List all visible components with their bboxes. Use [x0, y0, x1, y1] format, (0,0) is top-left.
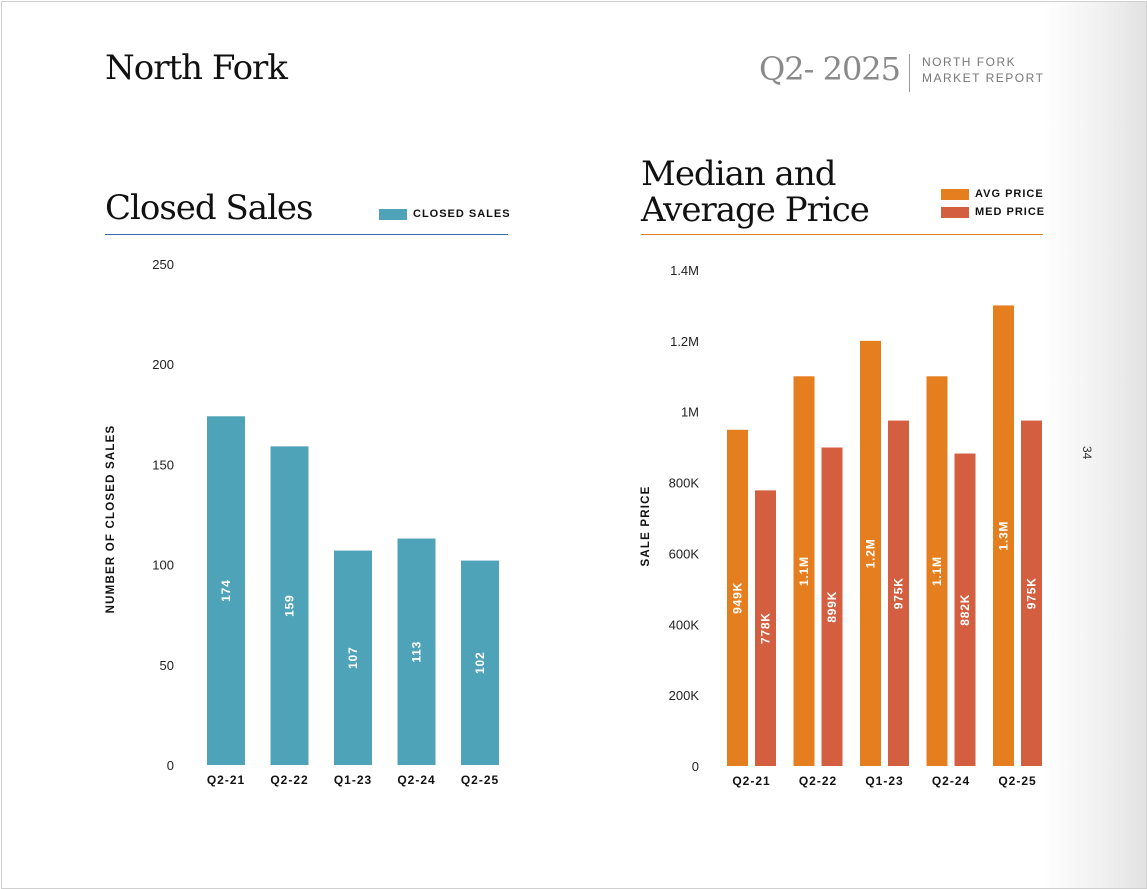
price-ytick-label: 1M — [681, 405, 699, 420]
legend-swatch-med-price — [941, 206, 969, 218]
closed-sales-y-axis-label: NUMBER OF CLOSED SALES — [105, 425, 117, 614]
closed-sales-bar-closed-sales — [397, 538, 436, 765]
page-title: North Fork — [105, 48, 288, 88]
closed-sales-x-tick-label: Q1-23 — [334, 773, 372, 787]
legend-label-med-price: MED PRICE — [975, 206, 1046, 218]
price-data-label: 1.3M — [997, 521, 1011, 551]
price-x-tick-label: Q2-22 — [799, 774, 837, 788]
price-bar-med-price — [821, 447, 843, 766]
legend-item-closed-sales: CLOSED SALES — [379, 205, 511, 223]
closed-sales-x-tick-label: Q2-22 — [270, 773, 308, 787]
header-divider — [909, 54, 910, 92]
price-data-label: 1.1M — [930, 556, 944, 586]
closed-sales-data-label: 107 — [346, 647, 360, 669]
price-rule — [641, 234, 1043, 235]
legend-swatch-avg-price — [941, 188, 969, 200]
closed-sales-bar-closed-sales — [207, 416, 245, 765]
price-data-label: 975K — [1025, 577, 1039, 609]
price-x-tick-label: Q2-24 — [932, 774, 970, 788]
closed-sales-ytick-label: 150 — [152, 457, 174, 472]
closed-sales-bar-closed-sales — [270, 446, 309, 765]
price-data-label: 882K — [958, 594, 972, 626]
legend-label-avg-price: AVG PRICE — [975, 188, 1044, 200]
report-id: Q2- 2025 — [759, 50, 901, 88]
price-title-line1: Median and — [641, 154, 836, 194]
closed-sales-ytick-label: 250 — [152, 257, 174, 272]
price-x-tick-label: Q1-23 — [865, 774, 903, 788]
closed-sales-data-label: 113 — [410, 641, 424, 663]
closed-sales-data-label: 174 — [219, 579, 233, 601]
price-bar-avg-price — [727, 429, 748, 766]
price-ytick-label: 800K — [669, 476, 700, 491]
price-ytick-label: 1.4M — [670, 263, 699, 278]
price-y-axis-label: SALE PRICE — [640, 485, 652, 566]
closed-sales-ytick-label: 0 — [167, 758, 174, 773]
price-data-label: 1.1M — [797, 556, 811, 586]
legend-label-closed-sales: CLOSED SALES — [413, 208, 511, 220]
price-bar-med-price — [954, 453, 976, 766]
price-bar-avg-price — [993, 305, 1014, 766]
legend-item-avg-price: AVG PRICE — [941, 185, 1045, 203]
closed-sales-ytick-label: 200 — [152, 357, 174, 372]
price-legend: AVG PRICE MED PRICE — [941, 185, 1045, 221]
closed-sales-ytick-label: 50 — [160, 658, 174, 673]
price-x-tick-label: Q2-21 — [732, 774, 770, 788]
price-data-label: 949K — [731, 582, 745, 614]
closed-sales-rule — [105, 234, 508, 235]
price-ytick-label: 400K — [669, 617, 700, 632]
legend-swatch-closed-sales — [379, 208, 407, 220]
price-title-line2: Average Price — [641, 190, 870, 230]
price-bar-med-price — [755, 490, 776, 766]
closed-sales-data-label: 102 — [473, 652, 487, 674]
price-bar-med-price — [888, 420, 909, 766]
closed-sales-data-label: 159 — [283, 594, 297, 616]
closed-sales-title: Closed Sales — [105, 188, 314, 228]
closed-sales-ytick-label: 100 — [152, 558, 174, 573]
price-x-tick-label: Q2-25 — [998, 774, 1036, 788]
price-bar-avg-price — [793, 376, 815, 766]
price-data-label: 975K — [892, 577, 906, 609]
closed-sales-x-tick-label: Q2-24 — [397, 773, 435, 787]
closed-sales-legend: CLOSED SALES — [379, 205, 511, 223]
price-data-label: 778K — [759, 612, 773, 644]
price-bar-med-price — [1021, 420, 1042, 766]
price-ytick-label: 1.2M — [670, 334, 699, 349]
report-subtitle-line1: NORTH FORK — [922, 55, 1017, 69]
price-bar-avg-price — [926, 376, 948, 766]
price-ytick-label: 600K — [669, 546, 700, 561]
price-data-label: 1.2M — [864, 538, 878, 568]
price-bar-avg-price — [860, 340, 881, 766]
closed-sales-bar-closed-sales — [461, 560, 499, 765]
price-title: Median and Average Price — [641, 154, 870, 230]
price-ytick-label: 0 — [692, 759, 699, 774]
closed-sales-x-tick-label: Q2-25 — [461, 773, 499, 787]
report-subtitle: NORTH FORK MARKET REPORT — [922, 54, 1044, 86]
closed-sales-x-tick-label: Q2-21 — [207, 773, 245, 787]
report-subtitle-line2: MARKET REPORT — [922, 71, 1045, 85]
closed-sales-bar-closed-sales — [334, 550, 372, 765]
legend-item-med-price: MED PRICE — [941, 203, 1045, 221]
price-data-label: 899K — [825, 591, 839, 623]
price-ytick-label: 200K — [669, 688, 700, 703]
